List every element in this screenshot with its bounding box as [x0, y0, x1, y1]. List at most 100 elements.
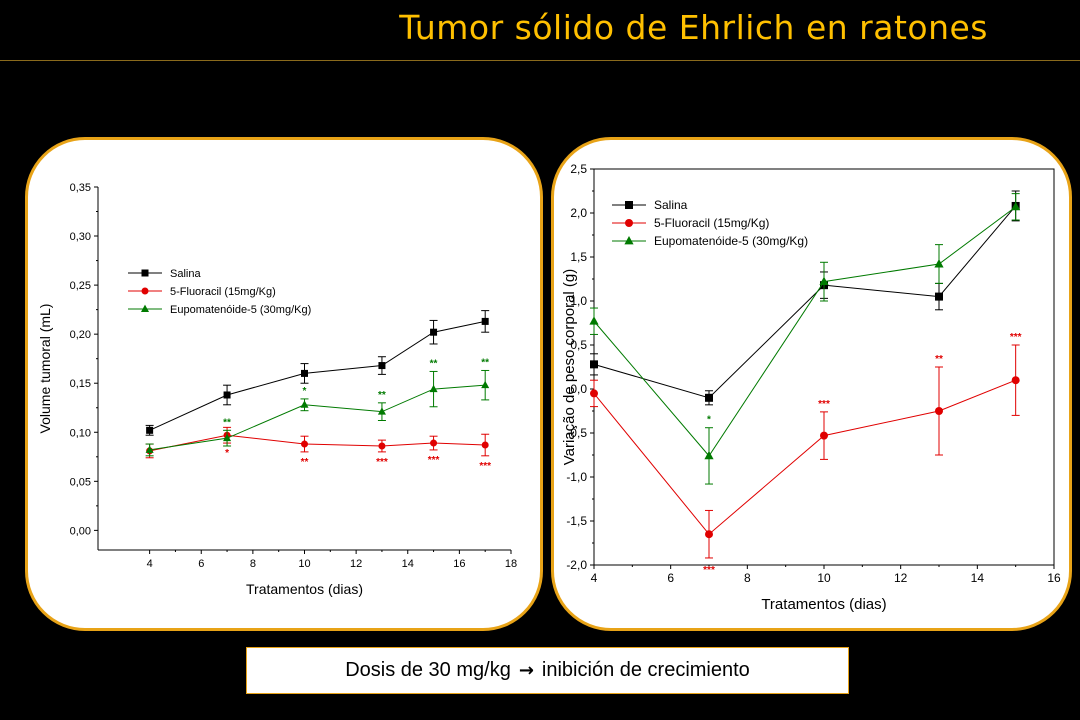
y-tick-label: 0,35	[70, 182, 91, 194]
eupomatenoide-data-point	[481, 380, 490, 389]
tumor-volume-chart: 0,00 0,05 0,10 0,15 0,20 0,25 0,30 0,35 4 6 8 10 12 1…	[37, 182, 517, 597]
y-tick-label: 0,30	[70, 231, 91, 243]
fluoracil-data-point	[590, 389, 598, 398]
eupomatenoide-significance-label: **	[378, 390, 386, 401]
fluoracil-significance-label: **	[301, 457, 309, 468]
x-tick-label: 10	[298, 558, 310, 570]
fluoracil-data-point	[430, 439, 438, 447]
fluoracil-legend-label: 5-Fluoracil (15mg/Kg)	[654, 216, 769, 230]
x-tick-label: 16	[453, 558, 465, 570]
x-tick-label: 14	[971, 571, 985, 585]
eupomatenoide-legend-label: Eupomatenóide-5 (30mg/Kg)	[170, 304, 311, 316]
y-tick-label: -1,0	[566, 470, 587, 484]
x-tick-label: 6	[198, 558, 204, 570]
salina-data-point	[935, 292, 943, 301]
x-tick-label: 18	[505, 558, 517, 570]
eupomatenoide-data-point	[819, 276, 829, 286]
salina-legend-label: Salina	[170, 268, 201, 280]
y-tick-label: 0,20	[70, 329, 91, 341]
x-axis-label: Tratamentos (dias)	[761, 596, 886, 613]
x-tick-label: 4	[147, 558, 153, 570]
eupomatenoide-legend-marker	[140, 304, 150, 312]
y-tick-label: 0,0	[570, 382, 587, 396]
fluoracil-significance-label: ***	[428, 455, 440, 466]
fluoracil-data-point	[705, 530, 713, 539]
fluoracil-significance-label: ***	[376, 457, 388, 468]
fluoracil-series-line	[149, 434, 486, 452]
y-tick-label: 2,5	[570, 162, 587, 176]
eupomatenoide-legend-label: Eupomatenóide-5 (30mg/Kg)	[654, 234, 808, 248]
y-tick-label: -0,5	[566, 426, 587, 440]
eupomatenoide-data-point	[704, 450, 714, 460]
x-tick-label: 10	[817, 571, 831, 585]
eupomatenoide-data-point	[934, 259, 944, 268]
right-arrow-icon: →	[518, 660, 534, 681]
fluoracil-legend-marker	[141, 287, 149, 295]
eupomatenoide-legend-marker	[624, 236, 634, 245]
eupomatenoide-significance-label: **	[223, 417, 231, 428]
y-tick-label: 0,10	[70, 427, 91, 439]
x-tick-label: 14	[402, 558, 414, 570]
eupomatenoide-series-line	[149, 384, 486, 451]
y-tick-label: 1,0	[570, 294, 587, 308]
x-tick-label: 16	[1047, 571, 1061, 585]
x-tick-label: 12	[894, 571, 908, 585]
fluoracil-data-point	[935, 407, 943, 415]
y-tick-label: 0,5	[570, 338, 587, 352]
eupomatenoide-data-point	[429, 384, 438, 393]
fluoracil-data-point	[1011, 376, 1020, 385]
chart-panel-body-weight: -2,0 -1,5 -1,0 -0,5 0,0 0,5 1,0 1,5 2,0 2,5 4 6 8 10 1…	[551, 137, 1072, 631]
eupomatenoide-significance-label: *	[303, 386, 307, 397]
conclusion-dose-text: Dosis de 30 mg/kg	[345, 659, 511, 681]
fluoracil-significance-label: *	[225, 448, 229, 459]
eupomatenoide-significance-label: **	[430, 358, 438, 369]
y-axis-label: Volume tumoral (mL)	[37, 304, 53, 434]
eupomatenoide-data-point	[300, 400, 309, 408]
fluoracil-data-point	[301, 440, 308, 448]
salina-legend-label: Salina	[654, 198, 688, 212]
salina-series-line	[149, 320, 486, 431]
x-tick-label: 8	[250, 558, 256, 570]
eupomatenoide-significance-label: **	[481, 357, 489, 368]
x-tick-label: 12	[350, 558, 362, 570]
conclusion-result-text: inibición de crecimiento	[541, 659, 750, 681]
fluoracil-legend-label: 5-Fluoracil (15mg/Kg)	[170, 286, 276, 298]
conclusion-box: Dosis de 30 mg/kg → inibición de crecimi…	[246, 647, 849, 694]
slide-title: Tumor sólido de Ehrlich en ratones	[399, 8, 988, 47]
salina-data-point	[301, 369, 308, 377]
y-tick-label: 0,05	[70, 476, 91, 488]
eupomatenoide-data-point	[145, 445, 154, 453]
eupomatenoide-data-point	[1011, 201, 1021, 211]
y-tick-label: -1,5	[566, 514, 587, 528]
fluoracil-legend-marker	[625, 219, 633, 227]
title-divider	[0, 60, 1080, 61]
y-tick-label: 0,00	[70, 525, 91, 537]
salina-data-point	[481, 317, 489, 325]
y-tick-label: 1,5	[570, 250, 587, 264]
x-tick-label: 4	[591, 571, 598, 585]
salina-data-point	[223, 391, 231, 399]
fluoracil-significance-label: ***	[703, 565, 715, 576]
x-tick-label: 8	[744, 571, 751, 585]
fluoracil-significance-label: ***	[1010, 332, 1022, 343]
fluoracil-significance-label: **	[935, 354, 943, 365]
fluoracil-data-point	[481, 441, 489, 449]
salina-data-point	[146, 426, 154, 434]
x-tick-label: 6	[667, 571, 674, 585]
salina-data-point	[705, 393, 713, 402]
salina-legend-marker	[625, 201, 633, 209]
y-tick-label: 2,0	[570, 206, 587, 220]
y-axis-label: Variação de peso corporal (g)	[561, 269, 578, 466]
y-tick-label: -2,0	[566, 558, 587, 572]
salina-data-point	[430, 328, 438, 336]
y-tick-label: 0,15	[70, 378, 91, 390]
eupomatenoide-data-point	[223, 433, 232, 442]
salina-data-point	[590, 360, 598, 369]
fluoracil-data-point	[378, 442, 386, 450]
eupomatenoide-data-point	[377, 407, 386, 415]
fluoracil-series-line	[593, 379, 1016, 535]
fluoracil-data-point	[820, 431, 828, 440]
x-axis-label: Tratamentos (dias)	[246, 581, 363, 597]
fluoracil-significance-label: ***	[818, 399, 830, 410]
body-weight-chart: -2,0 -1,5 -1,0 -0,5 0,0 0,5 1,0 1,5 2,0 2,5 4 6 8 10 1…	[561, 162, 1061, 613]
